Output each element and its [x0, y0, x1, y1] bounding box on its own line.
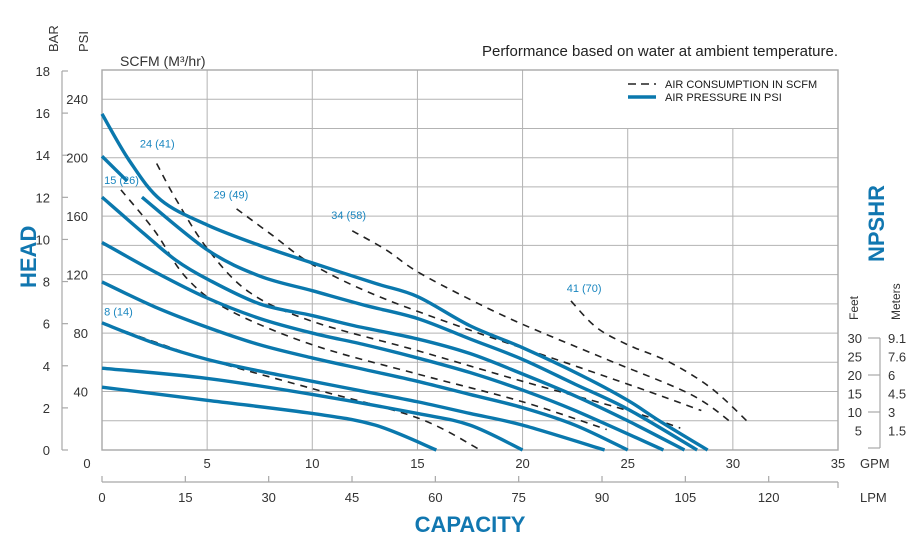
- npshr-meters-value: 6: [888, 368, 895, 383]
- gpm-tick-label: 15: [410, 456, 424, 471]
- npshr-meters-value: 4.5: [888, 387, 906, 402]
- air-consumption-label: 29 (49): [213, 190, 248, 202]
- lpm-tick-label: 120: [758, 490, 780, 505]
- npshr-feet-value: 20: [848, 368, 862, 383]
- bar-tick-label: 2: [43, 401, 50, 416]
- npshr-meters-value: 3: [888, 405, 895, 420]
- air-pressure-curve: [100, 195, 686, 452]
- air-consumption-label: 24 (41): [140, 138, 175, 150]
- chart-title: Performance based on water at ambient te…: [482, 43, 838, 60]
- bar-tick-label: 6: [43, 317, 50, 332]
- plot-frame: [101, 69, 839, 451]
- lpm-tick-label: 45: [345, 490, 359, 505]
- legend-label: AIR CONSUMPTION IN SCFM: [665, 79, 817, 91]
- x-unit-lpm: LPM: [860, 490, 887, 505]
- lpm-tick-label: 105: [675, 490, 697, 505]
- gpm-tick-label: 30: [726, 456, 740, 471]
- air-consumption-line: [120, 189, 607, 431]
- psi-tick-label: 40: [74, 385, 88, 400]
- gpm-tick-label: 5: [204, 456, 211, 471]
- gpm-tick-label: 25: [620, 456, 634, 471]
- x-unit-gpm: GPM: [860, 456, 890, 471]
- bar-tick-label: 12: [36, 190, 50, 205]
- psi-tick-label: 240: [66, 92, 88, 107]
- npshr-meters-value: 9.1: [888, 331, 906, 346]
- air-pressure-curve: [101, 366, 524, 452]
- lpm-tick-label: 30: [261, 490, 275, 505]
- bar-tick-label: 14: [36, 148, 50, 163]
- air-consumption-line: [570, 300, 751, 425]
- npshr-feet-value: 10: [848, 405, 862, 420]
- x-axis-title: CAPACITY: [415, 512, 526, 537]
- air-consumption-label: 34 (58): [331, 210, 366, 222]
- npshr-meters-label: Meters: [889, 283, 903, 320]
- psi-tick-label: 160: [66, 209, 88, 224]
- npshr-feet-value: 25: [848, 350, 862, 365]
- air-consumption-line: [155, 163, 681, 429]
- lpm-tick-label: 90: [595, 490, 609, 505]
- bar-tick-label: 10: [36, 232, 50, 247]
- air-consumption-line: [236, 208, 702, 412]
- lpm-tick-label: 60: [428, 490, 442, 505]
- gpm-tick-label: 10: [305, 456, 319, 471]
- npshr-feet-value: 5: [855, 424, 862, 439]
- npshr-feet-value: 15: [848, 387, 862, 402]
- air-pressure-curve: [101, 321, 606, 452]
- npshr-feet-label: Feet: [847, 295, 861, 320]
- psi-tick-label: 120: [66, 268, 88, 283]
- bar-tick-label: 8: [43, 275, 50, 290]
- gpm-tick-label: 0: [83, 456, 90, 471]
- air-consumption-label: 8 (14): [104, 307, 133, 319]
- y-axis-title: HEAD: [16, 226, 41, 288]
- bar-tick-label: 4: [43, 359, 50, 374]
- psi-tick-label: 200: [66, 151, 88, 166]
- air-pressure-curve: [101, 385, 437, 452]
- air-pressure-curve: [100, 155, 129, 183]
- y-unit-psi: PSI: [76, 31, 91, 52]
- npshr-meters-value: 7.6: [888, 350, 906, 365]
- air-pressure-curve: [100, 112, 709, 452]
- npshr-title: NPSHR: [864, 185, 889, 262]
- air-pressure-curve: [140, 195, 698, 452]
- npshr-meters-value: 1.5: [888, 424, 906, 439]
- psi-tick-label: 80: [74, 326, 88, 341]
- gpm-tick-label: 35: [831, 456, 845, 471]
- chart-subtitle: SCFM (M³/hr): [120, 53, 206, 69]
- gpm-tick-label: 20: [515, 456, 529, 471]
- npshr-feet-value: 30: [848, 331, 862, 346]
- bar-tick-label: 16: [36, 106, 50, 121]
- y-unit-bar: BAR: [46, 25, 61, 52]
- legend-label: AIR PRESSURE IN PSI: [665, 92, 782, 104]
- lpm-tick-label: 75: [511, 490, 525, 505]
- lpm-tick-label: 0: [98, 490, 105, 505]
- air-pressure-curve: [101, 280, 629, 452]
- lpm-tick-label: 15: [178, 490, 192, 505]
- air-pressure-curve: [101, 240, 665, 452]
- bar-tick-label: 18: [36, 64, 50, 79]
- air-consumption-label: 15 (26): [104, 175, 139, 187]
- air-consumption-label: 41 (70): [567, 283, 602, 295]
- air-consumption-line: [351, 230, 734, 425]
- bar-tick-label: 0: [43, 443, 50, 458]
